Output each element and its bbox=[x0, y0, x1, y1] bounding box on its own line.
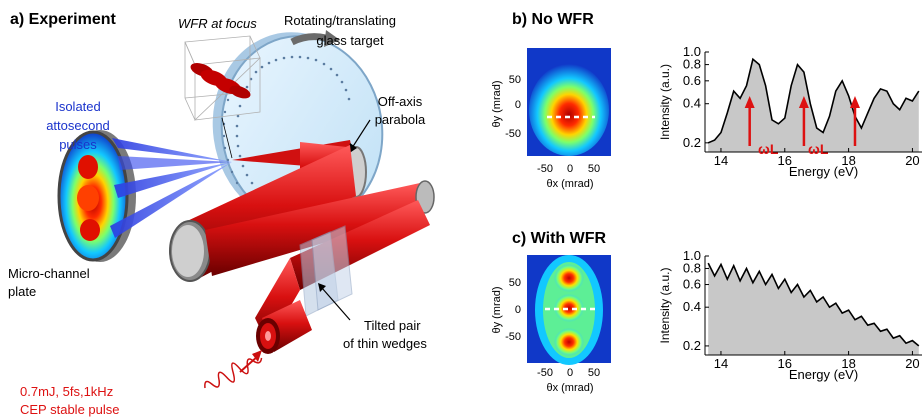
laser-pulse-wave bbox=[204, 357, 263, 389]
x-tick-label: 14 bbox=[714, 153, 728, 168]
panel-b-title: b) No WFR bbox=[512, 11, 594, 28]
wedges-label-1: Tilted pair bbox=[364, 318, 421, 333]
y-tick-label: 0.6 bbox=[683, 277, 701, 292]
x-axis-label: Energy (eV) bbox=[789, 367, 858, 382]
spectrum-with-wfr: 1.00.8 0.6 0.4 0.2 14 16 18 20 Energy (eV) Intens… bbox=[658, 248, 922, 382]
y-tick-label: 0.2 bbox=[683, 135, 701, 150]
x-tick-label: 14 bbox=[714, 356, 728, 371]
map-b-xtick-3: 50 bbox=[588, 163, 600, 175]
x-axis-label: Energy (eV) bbox=[789, 164, 858, 179]
y-axis-label: Intensity (a.u.) bbox=[658, 267, 672, 343]
x-tick-label: 16 bbox=[778, 356, 792, 371]
map-c-xtick-2: 0 bbox=[567, 367, 573, 379]
map-b-ytick-1: 50 bbox=[509, 74, 521, 86]
omega-arrowhead bbox=[849, 96, 860, 108]
omega-arrowhead bbox=[744, 96, 755, 108]
map-c-xlabel: θx (mrad) bbox=[546, 382, 593, 394]
isolated-label-3: pulses bbox=[59, 137, 97, 152]
map-c-ytick-2: 0 bbox=[515, 304, 521, 316]
panel-c: c) With WFR 50 0 -50 -50 0 50 θx (mrad) … bbox=[491, 230, 922, 394]
attosecond-beams bbox=[110, 138, 232, 238]
mcp-label-1: Micro-channel bbox=[8, 266, 90, 281]
wedges-label-2: of thin wedges bbox=[343, 336, 427, 351]
panel-a-title: a) Experiment bbox=[10, 11, 116, 28]
rotation-arrowhead bbox=[324, 30, 340, 47]
spectrum-area bbox=[708, 263, 919, 355]
isolated-label-2: attosecond bbox=[46, 118, 110, 133]
x-tick-label: 20 bbox=[905, 153, 919, 168]
laser-label-2: CEP stable pulse bbox=[20, 402, 120, 417]
y-tick-label: 0.2 bbox=[683, 338, 701, 353]
y-tick-label: 1.0 bbox=[683, 248, 701, 263]
offaxis-label-2: parabola bbox=[375, 112, 426, 127]
map-b-xtick-2: 0 bbox=[567, 163, 573, 175]
map-b-ytick-3: -50 bbox=[505, 128, 521, 140]
rotating-label-2: glass target bbox=[316, 33, 384, 48]
spectrum-area bbox=[708, 59, 919, 153]
x-tick-label: 16 bbox=[778, 153, 792, 168]
map-b-ylabel: θy (mrad) bbox=[491, 80, 503, 127]
y-tick-label: 0.4 bbox=[683, 96, 701, 111]
y-tick-label: 0.6 bbox=[683, 73, 701, 88]
map-c-ytick-1: 50 bbox=[509, 277, 521, 289]
beam-cylinder-upper bbox=[205, 180, 435, 276]
y-axis-label: Intensity (a.u.) bbox=[658, 64, 672, 140]
map-c-ylabel: θy (mrad) bbox=[491, 286, 503, 333]
rotating-label-1: Rotating/translating bbox=[284, 13, 396, 28]
panel-a: a) Experiment bbox=[8, 11, 435, 417]
y-tick-label: 0.4 bbox=[683, 299, 701, 314]
map-c-xtick-3: 50 bbox=[588, 367, 600, 379]
omega-arrowhead bbox=[798, 96, 809, 108]
isolated-label-1: Isolated bbox=[55, 99, 101, 114]
x-tick-label: 18 bbox=[841, 153, 855, 168]
laser-label-1: 0.7mJ, 5fs,1kHz bbox=[20, 384, 113, 399]
spectrum-line bbox=[707, 57, 920, 144]
omega-label-2: ωL bbox=[808, 141, 829, 157]
offaxis-label-1: Off-axis bbox=[378, 94, 423, 109]
panel-b: b) No WFR 50 0 -50 -50 0 50 θx (mrad) θy… bbox=[491, 11, 922, 190]
x-tick-label: 20 bbox=[905, 356, 919, 371]
wfr-focus-label: WFR at focus bbox=[178, 16, 257, 31]
omega-label-1: ωL bbox=[758, 141, 779, 157]
input-beam bbox=[256, 300, 312, 354]
map-c-ytick-3: -50 bbox=[505, 331, 521, 343]
angular-map-with-wfr bbox=[527, 255, 611, 365]
y-tick-label: 0.8 bbox=[683, 57, 701, 72]
rotation-arrow bbox=[290, 33, 327, 46]
y-tick-label: 0.8 bbox=[683, 260, 701, 275]
x-tick-label: 18 bbox=[841, 356, 855, 371]
panel-c-title: c) With WFR bbox=[512, 230, 607, 247]
map-c-xtick-1: -50 bbox=[537, 367, 553, 379]
spectrum-no-wfr: 1.00.80.6 0.4 0.2 14 16 18 20 Energy (eV) Intens… bbox=[658, 44, 922, 179]
map-b-xtick-1: -50 bbox=[537, 163, 553, 175]
spectrum-line bbox=[707, 262, 920, 347]
map-b-ytick-2: 0 bbox=[515, 99, 521, 111]
y-tick-label: 1.0 bbox=[683, 44, 701, 59]
angular-map-no-wfr bbox=[527, 48, 611, 156]
map-b-xlabel: θx (mrad) bbox=[546, 178, 593, 190]
mcp-label-2: plate bbox=[8, 284, 36, 299]
wfr-focus-inset bbox=[184, 35, 261, 159]
